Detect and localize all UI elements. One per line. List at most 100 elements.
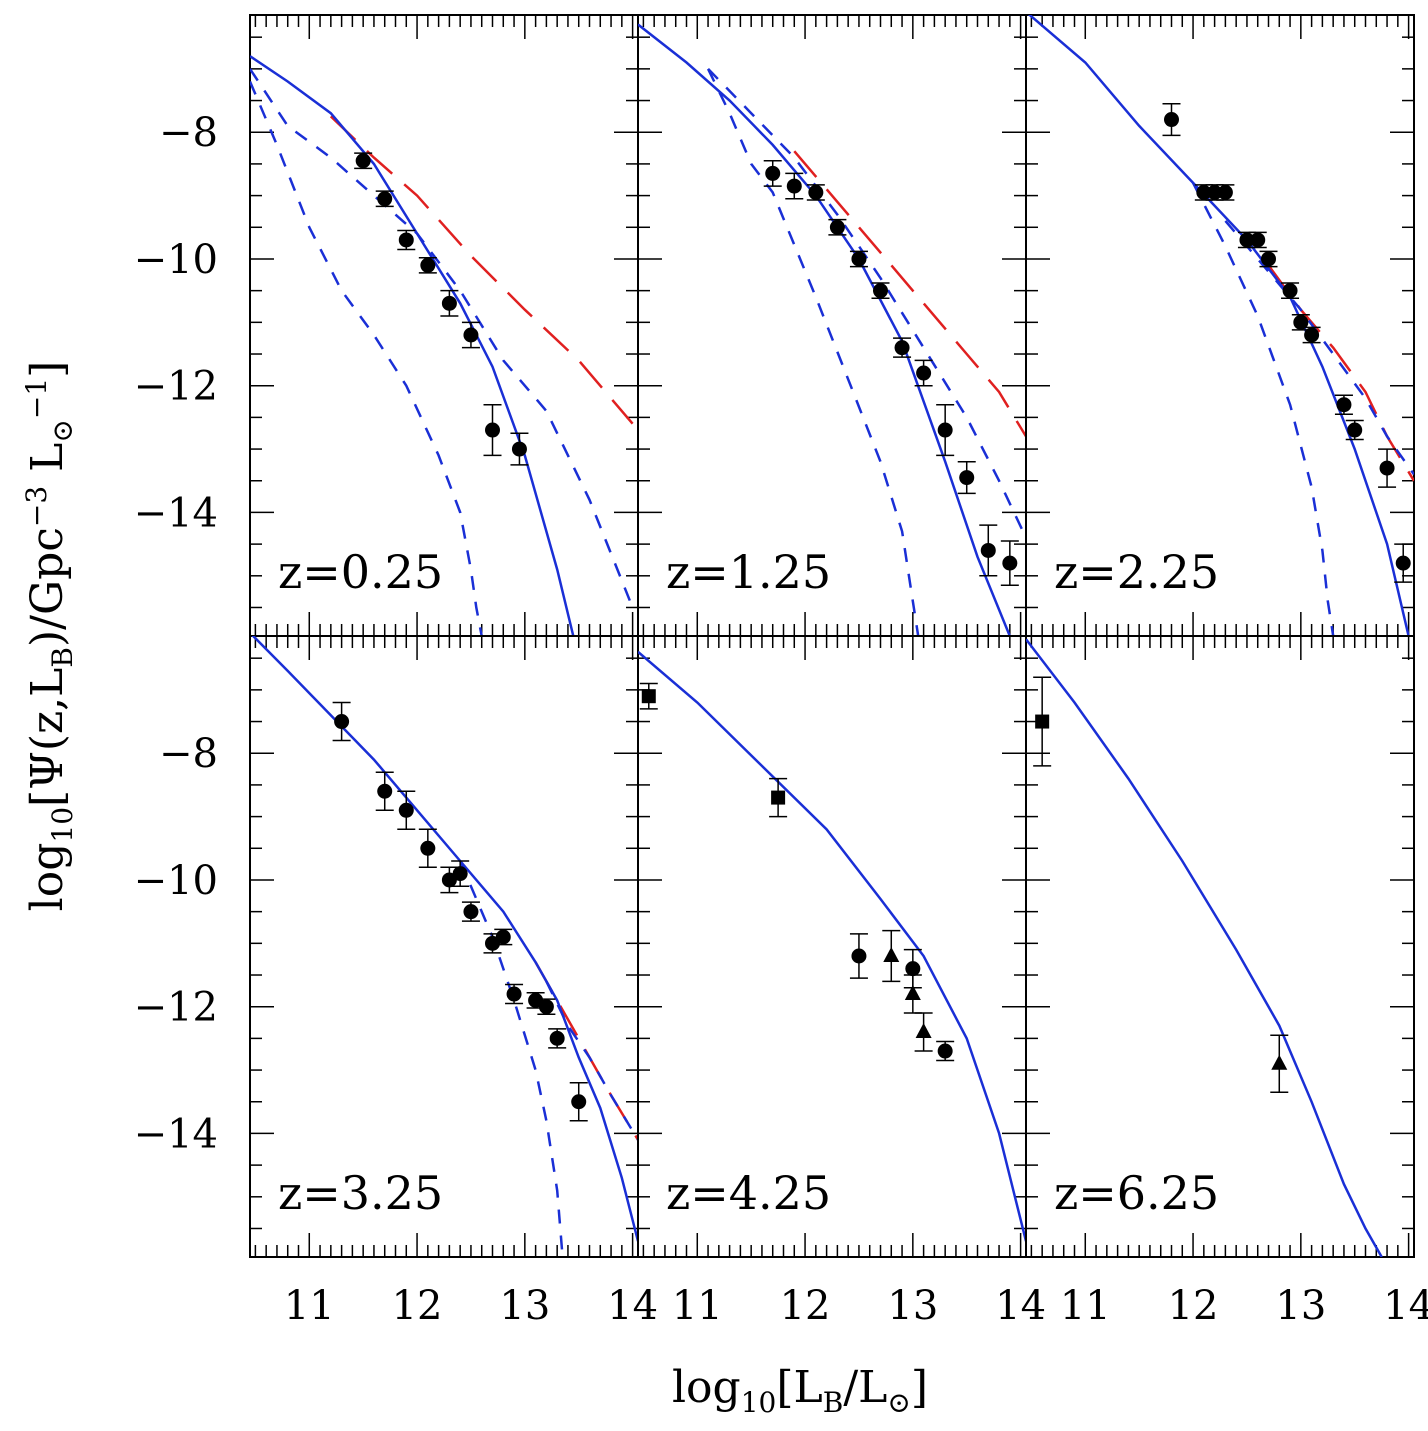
data-point-circle bbox=[829, 219, 845, 235]
data-point-circle bbox=[1250, 232, 1266, 248]
panel-z-1-25: z=1.25 bbox=[637, 14, 1027, 637]
data-point-circle bbox=[463, 904, 479, 920]
data-point-triangle bbox=[904, 985, 921, 1001]
data-point-circle bbox=[398, 232, 414, 248]
data-point-circle bbox=[1196, 184, 1212, 200]
data-point-circle bbox=[463, 327, 479, 343]
model-component-curve bbox=[706, 68, 920, 636]
model-alt-curve bbox=[793, 150, 1026, 438]
model-component-curve bbox=[707, 68, 1026, 539]
data-point-circle bbox=[549, 1030, 565, 1046]
data-point-circle bbox=[1207, 184, 1223, 200]
model-total-curve bbox=[1027, 15, 1410, 636]
data-point-circle bbox=[808, 184, 824, 200]
x-tick-label: 12 bbox=[392, 1283, 443, 1329]
data-point-circle bbox=[485, 422, 500, 438]
model-component-curve bbox=[250, 81, 483, 636]
x-tick-label: 11 bbox=[1060, 1283, 1111, 1329]
data-point-circle bbox=[1293, 314, 1309, 330]
panel-frame bbox=[1025, 635, 1415, 1258]
data-point-circle bbox=[452, 866, 468, 882]
model-component-curve bbox=[1191, 182, 1335, 636]
panel-plot-area bbox=[1026, 638, 1383, 1257]
model-alt-curve bbox=[1267, 264, 1414, 482]
model-component-curve bbox=[1224, 220, 1414, 476]
model-alt-curve bbox=[329, 115, 634, 425]
data-point-circle bbox=[495, 929, 511, 945]
y-axis-title: log10[Ψ(z,LB)/Gpc−3 L⊙−1] bbox=[20, 361, 79, 912]
data-point-circle bbox=[894, 340, 910, 356]
panel-redshift-label: z=4.25 bbox=[666, 1166, 831, 1220]
x-tick-label: 11 bbox=[672, 1283, 723, 1329]
panel-plot-area bbox=[251, 636, 638, 1257]
data-point-circle bbox=[334, 714, 350, 730]
x-tick-label: 13 bbox=[1275, 1283, 1326, 1329]
data-point-circle bbox=[1164, 112, 1179, 128]
data-point-circle bbox=[765, 165, 781, 181]
x-tick-label: 12 bbox=[1168, 1283, 1219, 1329]
x-tick-label: 12 bbox=[780, 1283, 831, 1329]
panels-group: −8 −10 −12 −14 z=0.25 z=1.25 z=2.25 −8 −10 −12 −14… bbox=[134, 14, 1428, 1329]
data-point-circle bbox=[420, 257, 436, 273]
panel-z-0-25: −8 −10 −12 −14 z=0.25 bbox=[134, 14, 639, 637]
data-point-circle bbox=[398, 802, 414, 818]
y-tick-label: −12 bbox=[134, 364, 218, 410]
x-tick-label: 14 bbox=[1383, 1283, 1428, 1329]
panel-redshift-label: z=0.25 bbox=[278, 545, 443, 599]
y-tick-label: −14 bbox=[134, 490, 218, 536]
y-tick-label: −14 bbox=[134, 1111, 218, 1157]
data-point-triangle bbox=[883, 947, 900, 963]
data-point-square bbox=[641, 689, 656, 704]
data-point-circle bbox=[355, 153, 371, 169]
data-point-circle bbox=[377, 783, 393, 799]
data-point-circle bbox=[873, 283, 888, 299]
data-point-circle bbox=[905, 961, 921, 977]
x-axis-title: log10[LB/L⊙] bbox=[672, 1362, 928, 1419]
data-point-circle bbox=[1336, 397, 1352, 413]
data-point-circle bbox=[851, 948, 867, 964]
x-tick-label: 13 bbox=[887, 1283, 938, 1329]
y-tick-label: −8 bbox=[159, 110, 218, 156]
panel-redshift-label: z=3.25 bbox=[278, 1166, 443, 1220]
data-point-circle bbox=[980, 542, 996, 558]
data-point-circle bbox=[1282, 283, 1298, 299]
data-point-circle bbox=[441, 295, 457, 311]
data-point-circle bbox=[916, 365, 932, 381]
x-tick-label: 14 bbox=[995, 1283, 1046, 1329]
panel-z-2-25: z=2.25 bbox=[1025, 14, 1415, 637]
model-total-curve bbox=[1026, 638, 1383, 1257]
panel-plot-area bbox=[638, 23, 1026, 636]
data-point-circle bbox=[937, 422, 953, 438]
data-point-circle bbox=[511, 441, 527, 457]
data-point-circle bbox=[377, 191, 393, 207]
data-point-circle bbox=[1347, 422, 1363, 438]
data-point-circle bbox=[538, 999, 554, 1015]
model-total-curve bbox=[638, 650, 1026, 1242]
panel-redshift-label: z=2.25 bbox=[1054, 545, 1219, 599]
x-tick-label: 13 bbox=[499, 1283, 550, 1329]
panel-redshift-label: z=6.25 bbox=[1054, 1166, 1219, 1220]
data-point-circle bbox=[1395, 555, 1411, 571]
y-tick-label: −12 bbox=[134, 985, 218, 1031]
data-point-circle bbox=[1002, 555, 1018, 571]
panel-plot-area bbox=[250, 55, 634, 636]
data-point-triangle bbox=[915, 1023, 932, 1039]
data-point-circle bbox=[959, 470, 975, 486]
data-point-circle bbox=[506, 986, 522, 1002]
panel-z-6-25: 11 12 13 14 z=6.25 bbox=[1025, 635, 1428, 1329]
model-component-curve bbox=[250, 68, 634, 608]
panel-plot-area bbox=[638, 650, 1026, 1242]
y-tick-label: −8 bbox=[159, 731, 218, 777]
y-tick-label: −10 bbox=[134, 237, 218, 283]
data-point-circle bbox=[1261, 251, 1276, 267]
panel-redshift-label: z=1.25 bbox=[666, 545, 831, 599]
data-point-circle bbox=[1379, 460, 1395, 476]
y-tick-label: −10 bbox=[134, 858, 218, 904]
model-total-curve bbox=[250, 55, 575, 636]
data-point-circle bbox=[1304, 327, 1320, 343]
data-point-circle bbox=[1239, 232, 1255, 248]
data-point-square bbox=[1035, 714, 1050, 729]
data-point-circle bbox=[571, 1094, 587, 1110]
data-point-circle bbox=[420, 840, 436, 856]
